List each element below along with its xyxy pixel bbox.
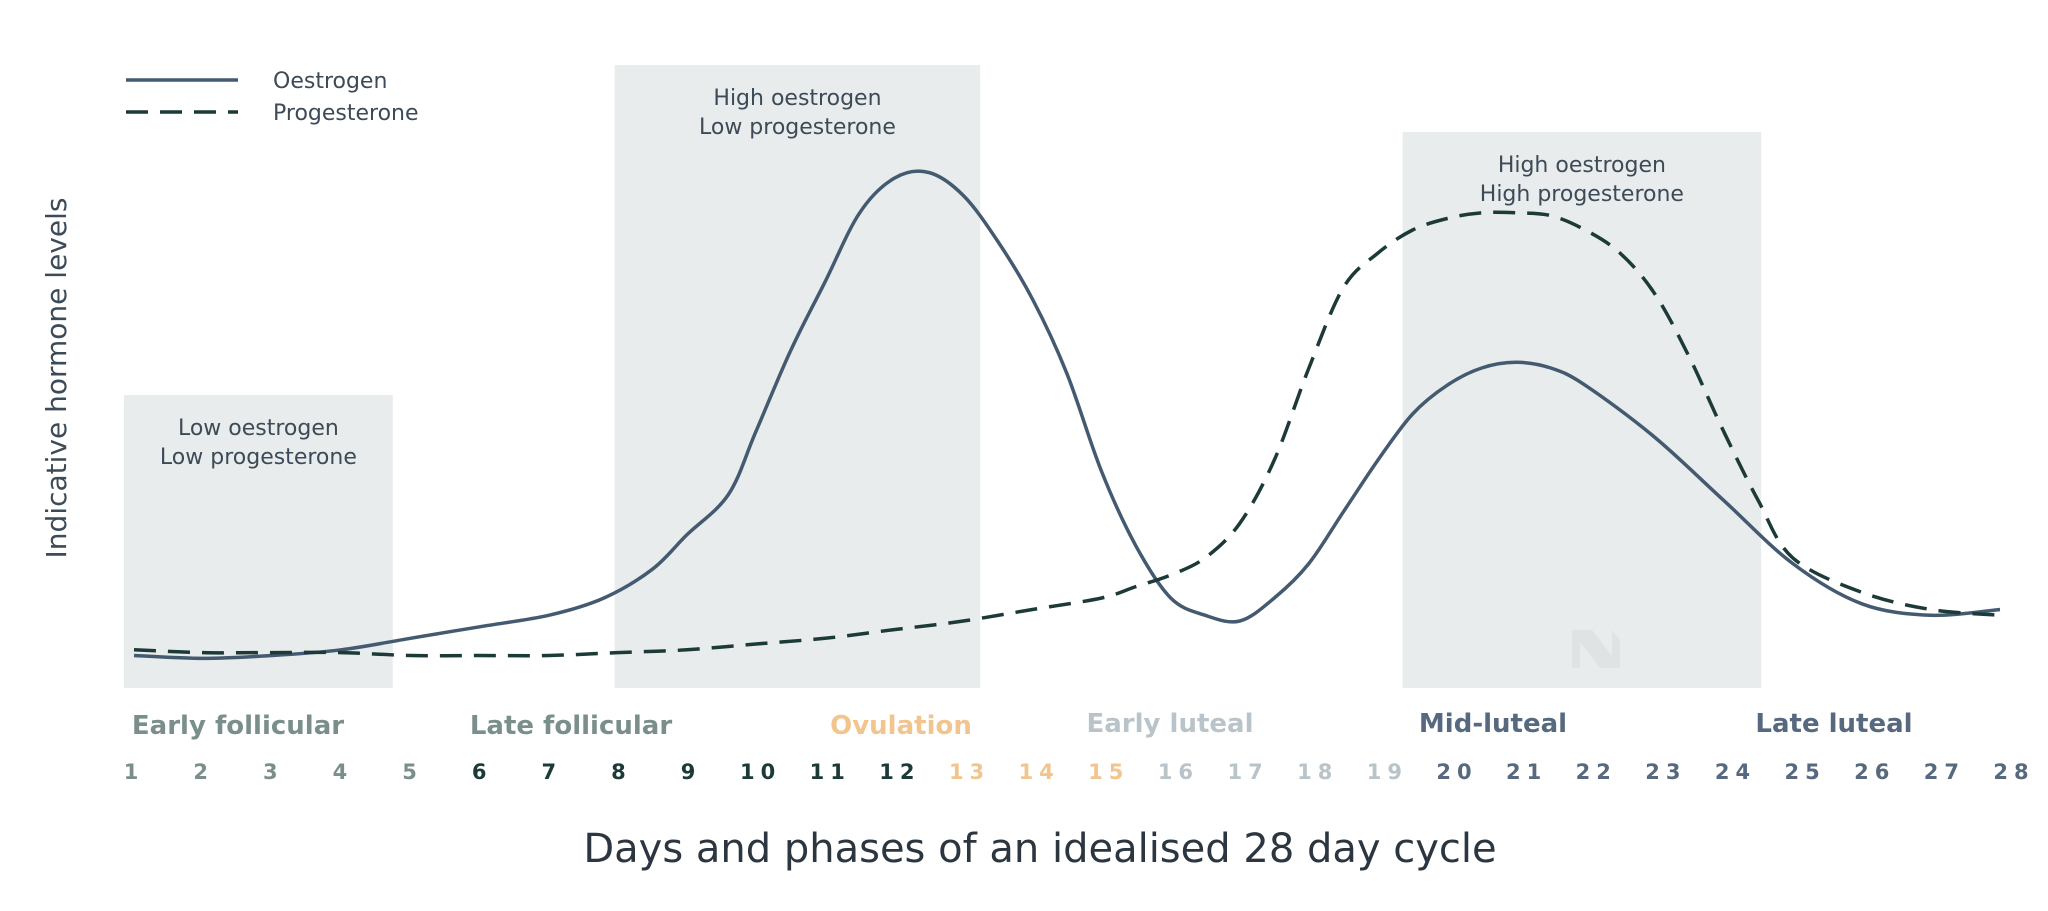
legend-label-progesterone: Progesterone [273,101,419,126]
day-tick-label: 16 [1158,760,1199,784]
phase-label: Ovulation [830,711,972,741]
series-line-progesterone [133,210,2001,658]
phase-label: Late follicular [470,711,673,741]
day-tick-label: 26 [1854,760,1895,784]
day-tick-label: 20 [1436,760,1477,784]
day-tick-label: 22 [1576,760,1617,784]
day-tick-label: 23 [1645,760,1686,784]
series-line-oestrogen [133,169,2001,661]
day-tick-label: 4 [333,760,354,784]
annotation-text: High progesterone [1480,182,1684,207]
legend-label-oestrogen: Oestrogen [273,69,387,94]
phase-labels: Early follicular Late follicular Ovulation… [132,709,1913,741]
annotation-text: High oestrogen [713,86,881,111]
annotation-box [124,395,393,688]
annotation-text: Low progesterone [699,115,896,140]
day-tick-label: 21 [1506,760,1547,784]
day-tick-label: 15 [1088,760,1129,784]
annotation-box [614,65,981,688]
day-tick-labels: 1 2 3 4 5 6 7 8 9 10 11 12 13 14 15 16 17 18 19 20 21 22 23 24 2… [124,760,2034,784]
day-tick-label: 25 [1784,760,1825,784]
phase-label: Late luteal [1755,709,1912,739]
day-tick-label: 17 [1227,760,1268,784]
day-tick-label: 8 [611,760,632,784]
x-axis-label: Days and phases of an idealised 28 day c… [583,826,1496,872]
phase-label: Early luteal [1087,709,1254,739]
day-tick-label: 9 [681,760,702,784]
annotation-text: Low oestrogen [178,416,339,441]
day-tick-label: 1 [124,760,145,784]
phase-label: Mid-luteal [1419,709,1567,739]
day-tick-label: 6 [472,760,493,784]
day-tick-label: 24 [1715,760,1756,784]
annotation-boxes: Low oestrogen Low progesterone High oestro… [124,65,1762,688]
day-tick-label: 14 [1019,760,1060,784]
day-tick-label: 11 [810,760,851,784]
day-tick-label: 5 [402,760,423,784]
day-tick-label: 7 [541,760,562,784]
day-tick-label: 28 [1993,760,2034,784]
day-tick-label: 3 [263,760,284,784]
day-tick-label: 10 [740,760,781,784]
annotation-text: Low progesterone [160,445,357,470]
legend: Oestrogen Progesterone [126,69,419,126]
annotation-box [1402,132,1762,688]
logo-watermark-icon [1572,630,1620,668]
day-tick-label: 27 [1924,760,1965,784]
series-lines [133,169,2001,661]
day-tick-label: 13 [949,760,990,784]
day-tick-label: 19 [1367,760,1408,784]
day-tick-label: 12 [879,760,920,784]
y-axis-label: Indicative hormone levels [40,198,73,559]
phase-label: Early follicular [132,711,344,741]
annotation-text: High oestrogen [1498,153,1666,178]
day-tick-label: 2 [193,760,214,784]
day-tick-label: 18 [1297,760,1338,784]
